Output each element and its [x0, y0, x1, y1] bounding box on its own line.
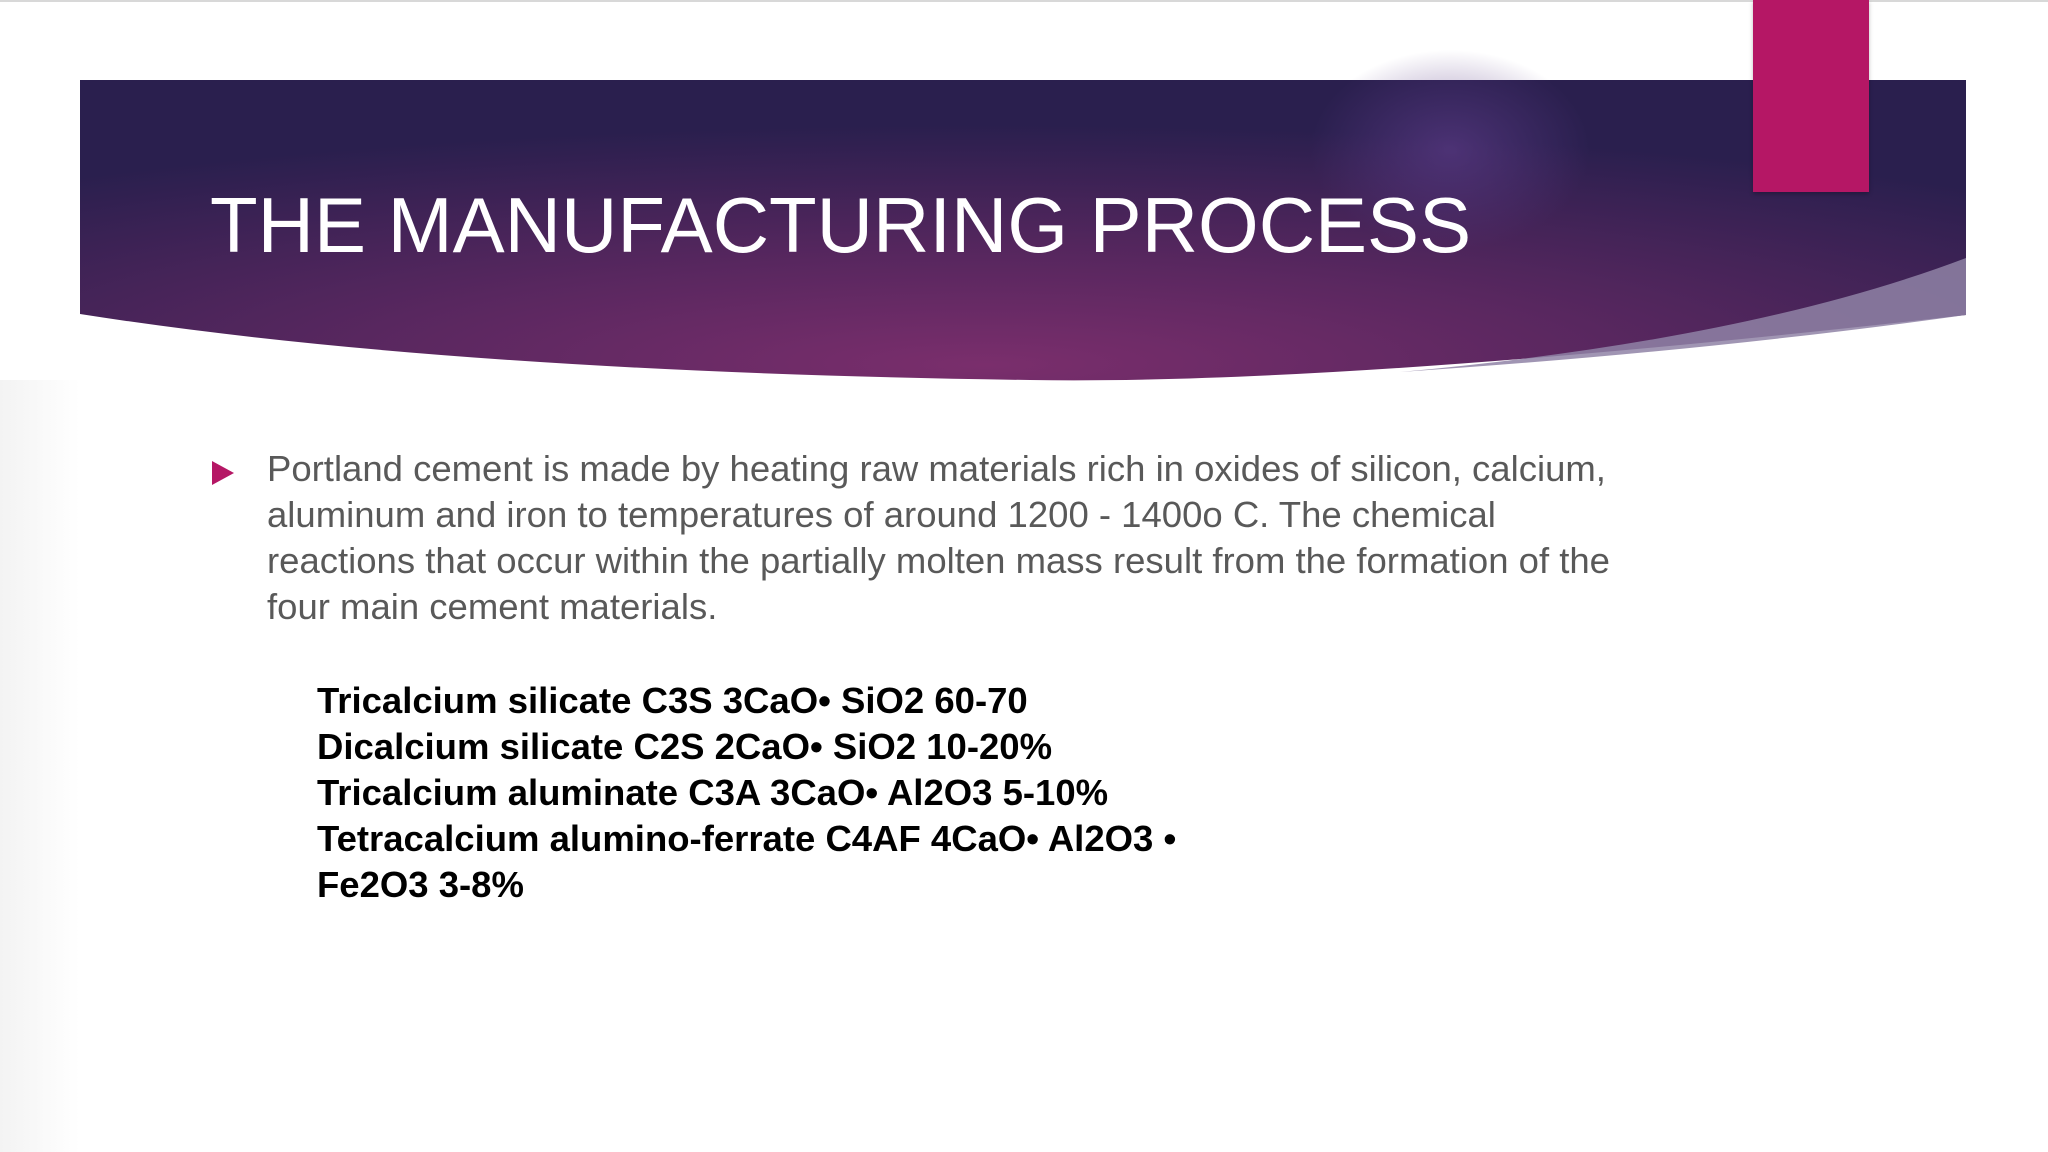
title-banner: [80, 50, 1966, 381]
compound-item: Tricalcium silicate C3S 3CaO• SiO2 60-70: [317, 680, 1028, 721]
slide-content: Portland cement is made by heating raw m…: [210, 446, 1610, 908]
bullet-text: Portland cement is made by heating raw m…: [267, 448, 1610, 627]
left-shadow: [0, 380, 80, 1152]
compound-item: Dicalcium silicate C2S 2CaO• SiO2 10-20%: [317, 726, 1053, 767]
compound-item: Tricalcium aluminate C3A 3CaO• Al2O3 5-1…: [317, 772, 1109, 813]
compound-list: Tricalcium silicate C3S 3CaO• SiO2 60-70…: [317, 678, 1610, 908]
bullet-item: Portland cement is made by heating raw m…: [210, 446, 1610, 630]
slide-title: THE MANUFACTURING PROCESS: [210, 181, 1472, 269]
accent-tab: [1753, 0, 1869, 192]
compound-item: Fe2O3 3-8%: [317, 864, 524, 905]
compound-item: Tetracalcium alumino-ferrate C4AF 4CaO• …: [317, 818, 1177, 859]
triangle-right-icon: [212, 461, 234, 485]
top-border: [0, 0, 2048, 2]
